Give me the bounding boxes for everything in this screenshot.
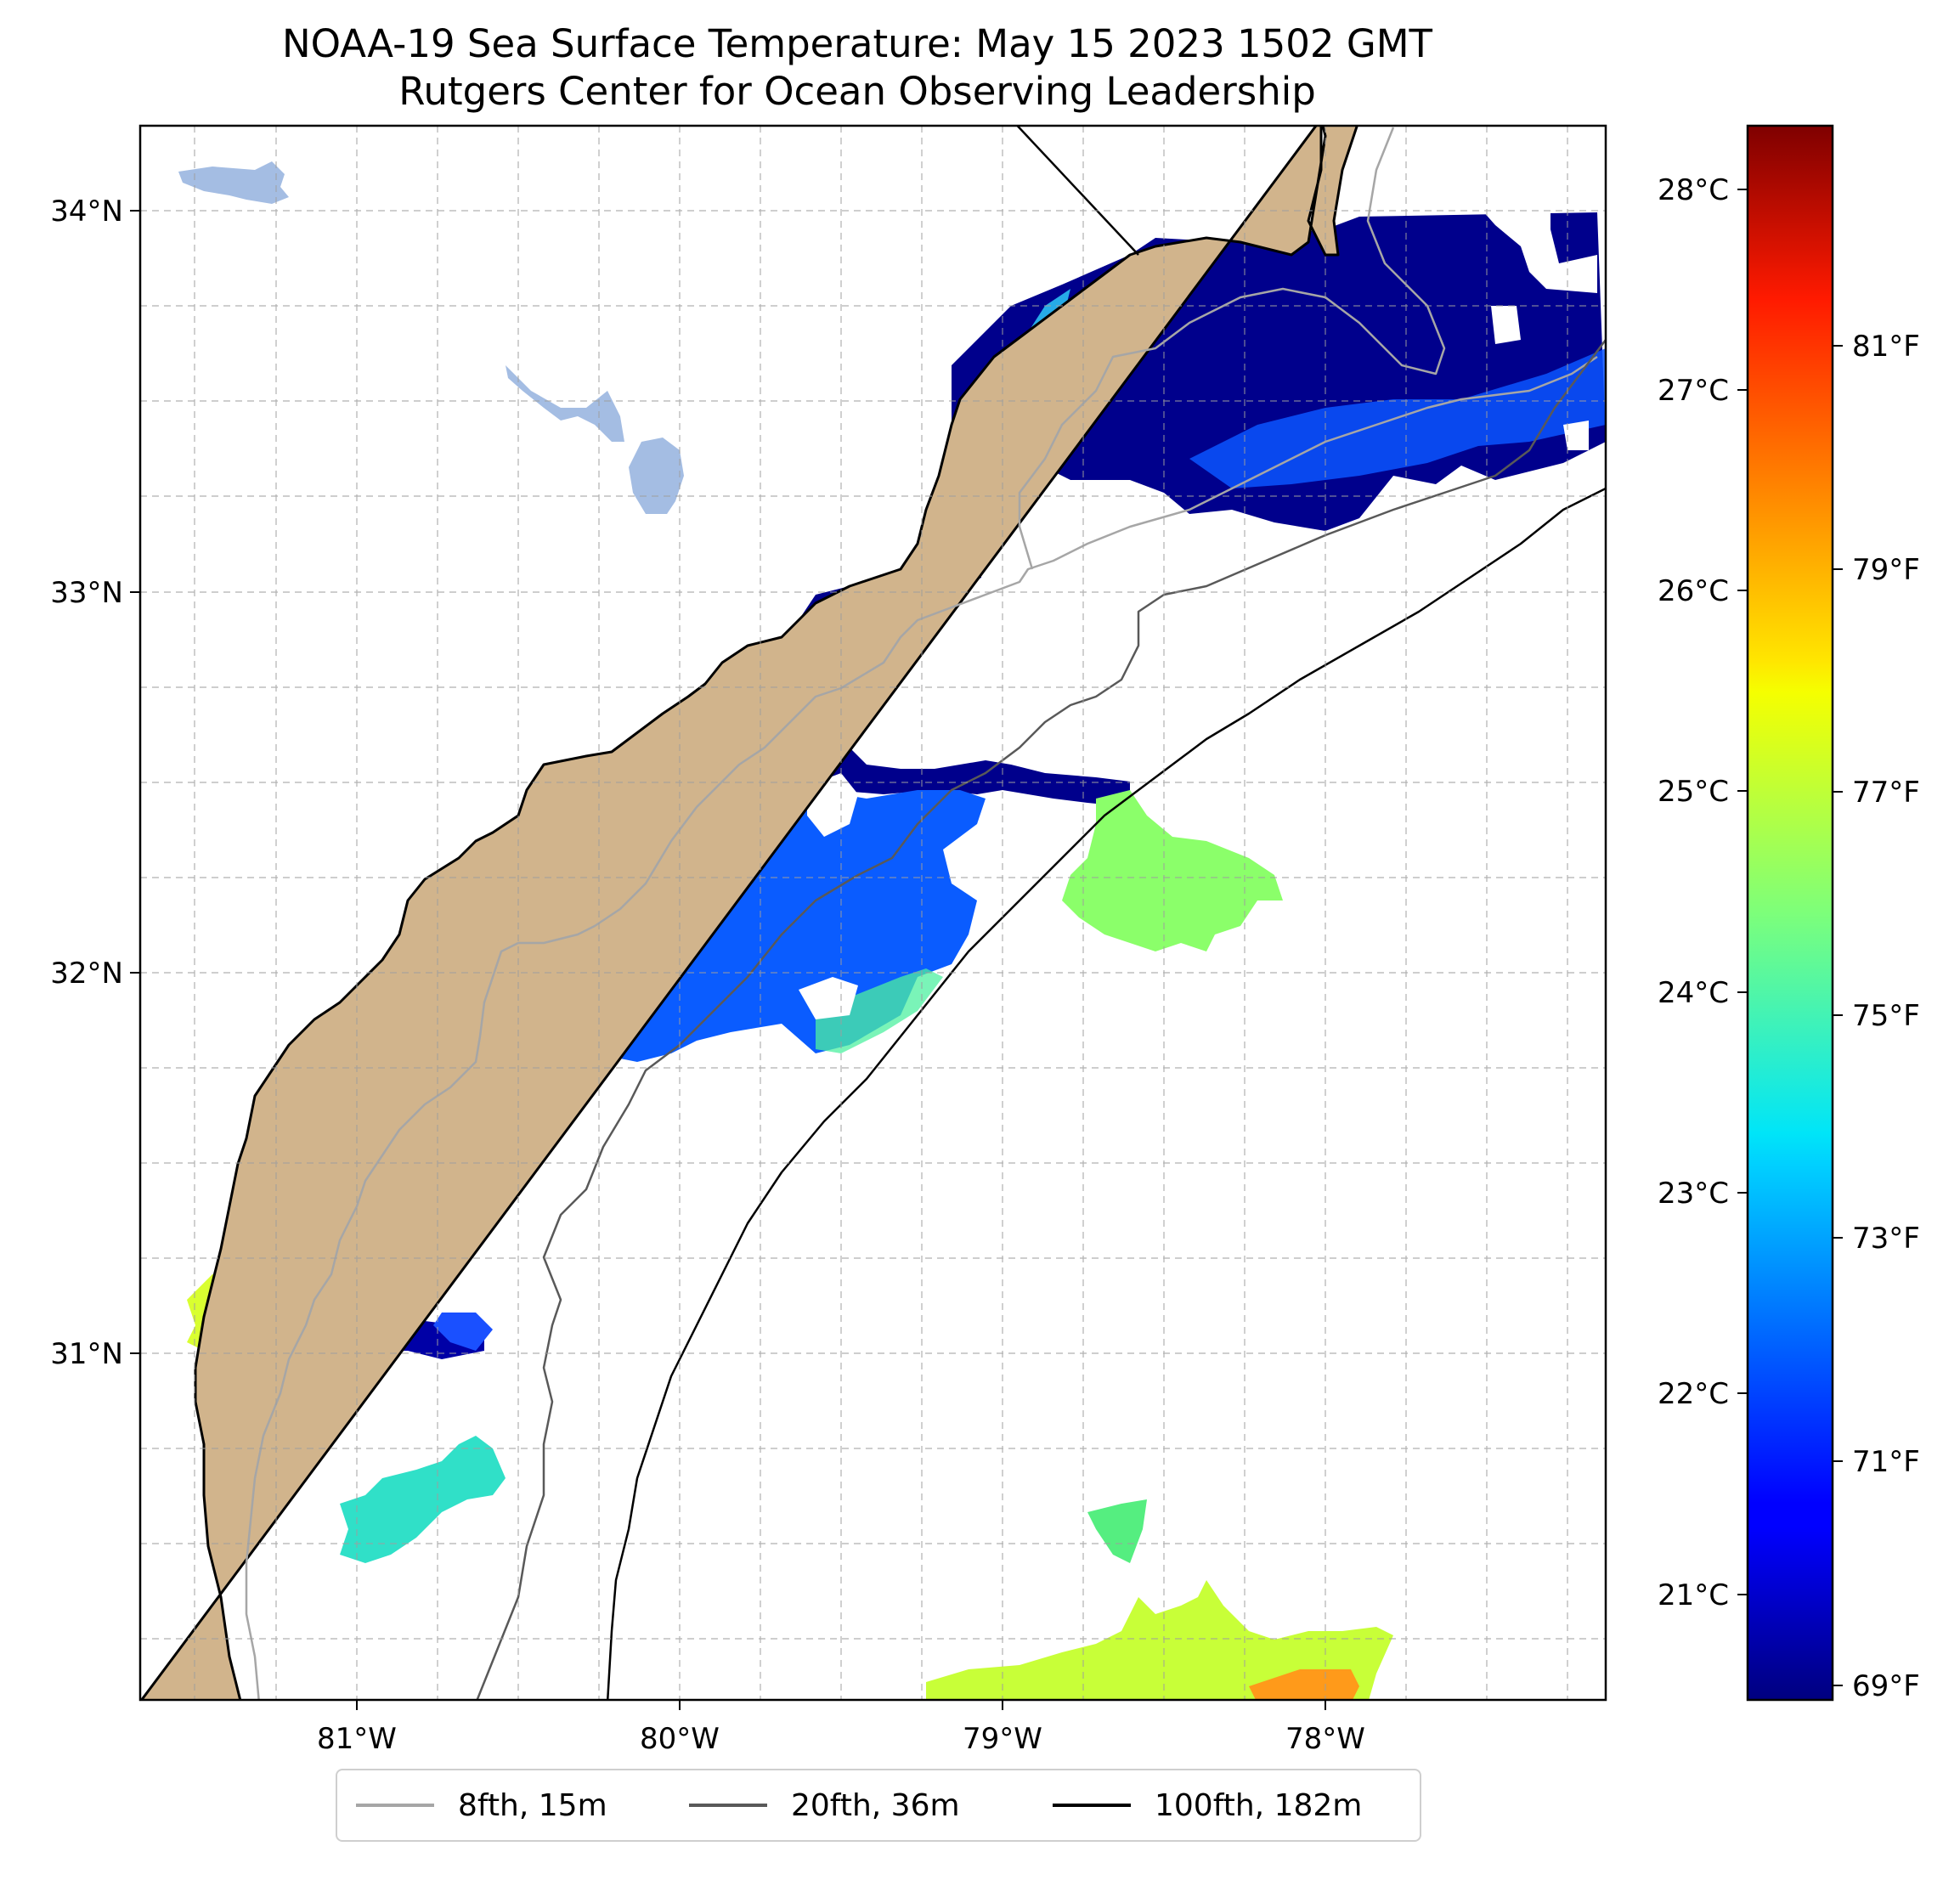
map-frame xyxy=(138,124,1607,1702)
fahrenheit-label-73: 73°F xyxy=(1852,1222,1920,1256)
lake-moultrie xyxy=(629,438,684,514)
fahrenheit-label-75: 75°F xyxy=(1852,999,1920,1033)
legend-item-8fth: 8fth, 15m xyxy=(356,1770,607,1840)
celsius-label-23: 23°C xyxy=(1658,1177,1729,1211)
sst-patch-central-warm xyxy=(816,968,943,1053)
fahrenheit-label-77: 77°F xyxy=(1852,776,1920,810)
sst-patch-south-warm xyxy=(926,1580,1393,1700)
sst-patch-small-east xyxy=(433,1313,493,1351)
lat-label-34: 34°N xyxy=(50,195,123,229)
lake-marion xyxy=(506,365,624,442)
celsius-label-25: 25°C xyxy=(1658,775,1729,809)
lat-label-32: 32°N xyxy=(50,957,123,991)
isobath-legend: 8fth, 15m 20fth, 36m 100fth, 182m xyxy=(336,1769,1421,1842)
state-border-nc-sc xyxy=(1015,126,1139,256)
celsius-label-22: 22°C xyxy=(1658,1377,1729,1411)
colorbar-gradient xyxy=(1746,124,1834,1702)
legend-swatch-8fth xyxy=(356,1804,434,1807)
isobath-8fth xyxy=(245,355,1598,1700)
lake-north xyxy=(178,161,289,204)
legend-label-100fth: 100fth, 182m xyxy=(1155,1787,1363,1823)
colorbar: 28°C 27°C 26°C 25°C 24°C 23°C 22°C 21°C … xyxy=(1658,124,1920,1703)
lon-label-81: 81°W xyxy=(317,1722,397,1756)
celsius-label-24: 24°C xyxy=(1658,976,1729,1010)
isobaths xyxy=(245,126,1606,1700)
lon-label-80: 80°W xyxy=(640,1722,720,1756)
sst-patch-south-hot xyxy=(1249,1669,1359,1700)
sst-patch-southwest-cyan xyxy=(340,1436,506,1563)
fahrenheit-label-81: 81°F xyxy=(1852,330,1920,364)
celsius-label-26: 26°C xyxy=(1658,574,1729,608)
celsius-label-27: 27°C xyxy=(1658,374,1729,408)
legend-label-8fth: 8fth, 15m xyxy=(458,1787,607,1823)
gridlines xyxy=(140,126,1606,1700)
lat-label-31: 31°N xyxy=(50,1337,123,1371)
celsius-label-21: 21°C xyxy=(1658,1578,1729,1612)
legend-label-20fth: 20fth, 36m xyxy=(791,1787,960,1823)
latitude-axis: 34°N 33°N 32°N 31°N xyxy=(50,195,140,1371)
legend-item-20fth: 20fth, 36m xyxy=(689,1770,960,1840)
longitude-axis: 81°W 80°W 79°W 78°W xyxy=(317,1700,1365,1756)
cloud-gap-ne2 xyxy=(1491,306,1521,344)
celsius-label-28: 28°C xyxy=(1658,173,1729,207)
legend-item-100fth: 100fth, 182m xyxy=(1053,1770,1362,1840)
isobath-100fth xyxy=(606,487,1606,1700)
fahrenheit-label-71: 71°F xyxy=(1852,1445,1920,1479)
map-title: NOAA-19 Sea Surface Temperature: May 15 … xyxy=(281,21,1433,66)
lat-label-33: 33°N xyxy=(50,576,123,610)
fahrenheit-ticks: 81°F 79°F 77°F 75°F 73°F 71°F 69°F xyxy=(1833,330,1920,1703)
isobath-8fth-ne xyxy=(1018,127,1446,570)
fahrenheit-label-69: 69°F xyxy=(1852,1669,1920,1703)
lakes xyxy=(178,161,684,514)
isobath-20fth xyxy=(476,339,1606,1700)
sst-patch-offshore-warm xyxy=(1062,790,1283,951)
map-subtitle: Rutgers Center for Ocean Observing Leade… xyxy=(398,69,1316,114)
lon-label-79: 79°W xyxy=(963,1722,1042,1756)
legend-swatch-20fth xyxy=(689,1804,767,1807)
lon-label-78: 78°W xyxy=(1285,1722,1365,1756)
legend-swatch-100fth xyxy=(1053,1804,1131,1807)
cloud-gap-ne1 xyxy=(1483,191,1597,293)
celsius-ticks: 28°C 27°C 26°C 25°C 24°C 23°C 22°C 21°C xyxy=(1658,173,1748,1612)
cloud-gap-central2 xyxy=(799,977,858,1019)
sst-patch-south-green xyxy=(1087,1499,1147,1563)
map-area xyxy=(140,126,1606,1700)
cloud-gap-ne3 xyxy=(1563,421,1589,450)
land-mass xyxy=(140,126,1358,1700)
fahrenheit-label-79: 79°F xyxy=(1852,553,1920,587)
